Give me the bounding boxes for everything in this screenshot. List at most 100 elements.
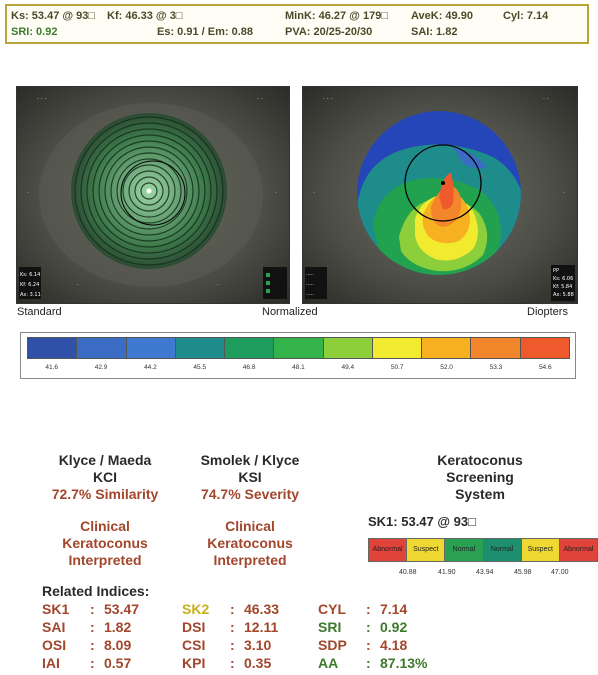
scale-cell — [520, 338, 569, 358]
kci-title-2: KCI — [92, 469, 118, 485]
kss-segment: Suspect — [407, 539, 446, 561]
index-dsi: DSI:12.11 — [182, 619, 279, 635]
svg-text:· · ·: · · · — [323, 96, 333, 103]
svg-text:· ·: · · — [257, 96, 263, 103]
index-cyl: CYL:7.14 — [318, 601, 408, 617]
ksi-interp-1: Clinical — [225, 518, 275, 534]
sri-value: SRI: 0.92 — [11, 26, 58, 38]
kss-segment: Normal — [445, 539, 484, 561]
kci-similarity: 72.7% Similarity — [51, 486, 159, 502]
scale-cell — [323, 338, 373, 358]
svg-text:·····: ····· — [306, 282, 314, 288]
svg-text:·: · — [27, 190, 29, 197]
right-map-value-0: PP — [553, 268, 559, 274]
kss-segment: Normal — [483, 539, 522, 561]
left-map-value-1: Ks: 6.14 — [20, 272, 40, 278]
kss-sk1-value: SK1: 53.47 @ 93□ — [368, 514, 476, 529]
avek-value: AveK: 49.90 — [411, 10, 473, 22]
index-sdp: SDP:4.18 — [318, 637, 408, 653]
standard-placido-image: · · · · · · · · · Ks: 6.14 Kf: 6.24 Ax: 3.1… — [16, 86, 290, 304]
ksi-severity: 74.7% Severity — [200, 486, 300, 502]
left-map-value-2: Kf: 6.24 — [20, 282, 39, 288]
summary-header: Ks: 53.47 @ 93□ Kf: 46.33 @ 3□ MinK: 46.… — [5, 4, 589, 44]
kss-segment: Abnormal — [559, 539, 598, 561]
scale-tick: 42.9 — [94, 364, 108, 371]
kci-title-1: Klyce / Maeda — [58, 452, 152, 468]
mink-value: MinK: 46.27 @ 179□ — [285, 10, 388, 22]
kss-tick: 40.88 — [399, 569, 417, 576]
scale-cell — [471, 338, 521, 358]
svg-text:·: · — [77, 282, 79, 289]
diopter-color-scale: 41.6 42.9 44.2 45.5 46.8 48.1 49.4 50.7 52.0 53.3… — [20, 332, 576, 379]
diopters-topography-map: · · · · · · · ····· ····· ····· PP Ks: 6.0… — [302, 86, 578, 304]
kss-tick: 45.98 — [514, 569, 532, 576]
scale-tick: 48.1 — [292, 364, 305, 371]
scale-cell — [126, 338, 176, 358]
standard-caption: Standard — [17, 306, 62, 318]
scale-tick: 49.4 — [341, 364, 355, 371]
related-indices-title: Related Indices: — [42, 583, 150, 599]
right-map-value-1: Ks: 6.06 — [553, 276, 573, 282]
scale-cell — [225, 338, 275, 358]
svg-text:·: · — [217, 282, 219, 289]
index-sai: SAI:1.82 — [42, 619, 132, 635]
scale-tick: 54.6 — [538, 364, 552, 371]
scale-tick: 45.5 — [193, 364, 207, 371]
pva-value: PVA: 20/25-20/30 — [285, 26, 373, 38]
scale-tick: 44.2 — [144, 364, 157, 371]
scale-cell — [274, 338, 324, 358]
svg-text:· · ·: · · · — [37, 96, 47, 103]
sai-value: SAI: 1.82 — [411, 26, 458, 38]
svg-text:·: · — [313, 190, 315, 197]
kss-tick: 41.90 — [438, 569, 456, 576]
kf-value: Kf: 46.33 @ 3□ — [107, 10, 183, 22]
cyl-value: Cyl: 7.14 — [503, 10, 549, 22]
scale-tick: 52.0 — [440, 364, 453, 371]
kss-tick: 47.00 — [551, 569, 569, 576]
svg-text:·····: ····· — [306, 292, 314, 298]
right-map-value-2: Kf: 5.84 — [553, 284, 572, 290]
index-iai: IAI:0.57 — [42, 655, 132, 671]
index-sk2: SK2:46.33 — [182, 601, 280, 617]
index-aa: AA:87.13% — [318, 655, 428, 671]
index-sk1: SK1:53.47 — [42, 601, 140, 617]
index-csi: CSI:3.10 — [182, 637, 272, 653]
scale-cell — [372, 338, 423, 358]
kci-interp-1: Clinical — [80, 518, 130, 534]
kss-title-1: Keratoconus — [437, 452, 523, 468]
scale-cell — [28, 338, 78, 358]
kss-title-3: System — [455, 486, 505, 502]
svg-text:·····: ····· — [306, 272, 314, 278]
kci-interp-3: Interpreted — [68, 552, 142, 568]
scale-tick: 50.7 — [390, 364, 404, 371]
scale-color-bar — [27, 337, 570, 359]
scale-cell — [175, 338, 226, 358]
scale-cell — [77, 338, 127, 358]
scale-cell — [422, 338, 472, 358]
svg-text:·: · — [563, 190, 565, 197]
index-osi: OSI:8.09 — [42, 637, 132, 653]
scale-tick: 46.8 — [242, 364, 256, 371]
left-map-value-3: Ax: 3.11 — [20, 292, 41, 298]
diopters-caption: Diopters — [527, 306, 568, 318]
kss-classification-bar: Abnormal Suspect Normal Normal Suspect Abnorm… — [368, 538, 598, 562]
index-kpi: KPI:0.35 — [182, 655, 272, 671]
svg-text:· ·: · · — [543, 96, 549, 103]
scale-tick: 41.6 — [45, 364, 58, 371]
kss-segment: Abnormal — [369, 539, 408, 561]
right-map-value-3: Ax: 5.88 — [553, 292, 574, 298]
scale-tick-labels: 41.6 42.9 44.2 45.5 46.8 48.1 49.4 50.7 52.0 53.3… — [27, 364, 570, 371]
index-sri: SRI:0.92 — [318, 619, 408, 635]
ksi-title-1: Smolek / Klyce — [200, 452, 300, 468]
normalized-caption: Normalized — [262, 306, 318, 318]
scale-tick: 53.3 — [489, 364, 503, 371]
ksi-title-2: KSI — [238, 469, 262, 485]
svg-text:·: · — [275, 190, 277, 197]
kci-interp-2: Keratoconus — [62, 535, 148, 551]
kss-tick: 43.94 — [476, 569, 494, 576]
kss-title-2: Screening — [446, 469, 514, 485]
kss-segment: Suspect — [521, 539, 560, 561]
ks-value: Ks: 53.47 @ 93□ — [11, 10, 96, 22]
es-em-value: Es: 0.91 / Em: 0.88 — [157, 26, 253, 38]
ksi-interp-3: Interpreted — [213, 552, 287, 568]
